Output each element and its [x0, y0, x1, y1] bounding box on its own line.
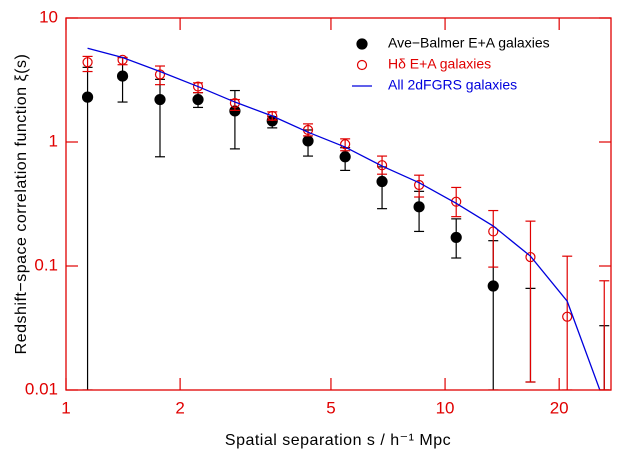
error-bar: [599, 280, 610, 390]
x-tick-label: 5: [326, 398, 335, 417]
plot-frame: [65, 17, 612, 391]
y-tick-label: 0.01: [25, 379, 58, 398]
error-bar: [451, 186, 462, 218]
x-tick-label: 2: [175, 398, 184, 417]
x-tick-label: 20: [550, 398, 569, 417]
data-point: [562, 311, 573, 322]
y-axis-label: Redshift−space correlation function ξ(s): [13, 54, 30, 355]
error-bar: [488, 209, 499, 268]
data-point: [82, 57, 93, 68]
error-bar: [377, 155, 388, 175]
data-point: [488, 226, 499, 237]
x-tick-label: 10: [436, 398, 455, 417]
data-point: [192, 81, 204, 92]
data-point: [116, 70, 129, 82]
data-point: [340, 139, 351, 150]
y-tick-label: 1: [49, 131, 58, 150]
legend-marker: [356, 38, 368, 50]
data-point: [451, 196, 462, 207]
legend-marker: [356, 59, 368, 71]
error-bar: [525, 220, 536, 383]
error-bar: [154, 65, 165, 86]
data-point: [376, 175, 388, 188]
data-point: [267, 110, 278, 122]
plot-area: [81, 47, 610, 390]
error-bar: [82, 55, 93, 73]
legend-label: All 2dFGRS galaxies: [388, 77, 517, 93]
x-axis-label: Spatial separation s / h⁻¹ Mpc: [225, 432, 451, 449]
series-line: [87, 47, 601, 390]
legend-label: Ave−Balmer E+A galaxies: [388, 35, 550, 51]
error-bar: [154, 78, 165, 158]
data-point: [81, 91, 94, 103]
legend-label: Hδ E+A galaxies: [388, 56, 491, 72]
data-point: [192, 93, 204, 106]
error-bar: [414, 174, 425, 198]
error-bar: [562, 255, 573, 390]
data-point: [376, 160, 388, 171]
y-tick-label: 10: [39, 7, 58, 26]
error-bar: [82, 66, 93, 390]
data-point: [525, 251, 536, 263]
data-point: [339, 151, 351, 163]
x-tick-label: 1: [61, 398, 70, 417]
data-point: [413, 201, 425, 213]
y-tick-label: 0.1: [34, 255, 58, 274]
data-point: [302, 135, 314, 147]
data-point: [487, 280, 499, 292]
data-point: [450, 231, 462, 244]
data-point: [154, 69, 166, 80]
data-point: [154, 93, 166, 106]
